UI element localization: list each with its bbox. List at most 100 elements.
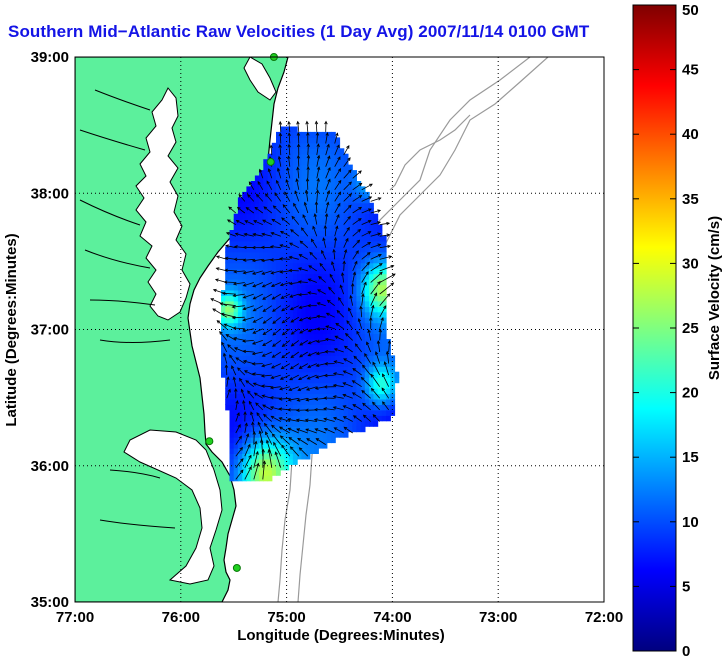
velocity-cell	[360, 371, 366, 378]
velocity-cell	[237, 426, 243, 433]
velocity-cell	[369, 219, 374, 226]
velocity-cell	[246, 284, 252, 291]
velocity-cell	[326, 328, 332, 335]
velocity-arrow	[234, 270, 245, 273]
velocity-arrow-head	[251, 258, 256, 263]
velocity-arrow-head	[327, 178, 331, 183]
velocity-cell	[377, 404, 383, 411]
velocity-arrow-head	[236, 206, 241, 211]
velocity-cell	[242, 213, 247, 220]
velocity-cell	[297, 349, 302, 356]
velocity-arrow-head	[279, 270, 284, 274]
velocity-cell	[301, 399, 307, 405]
velocity-cell	[369, 377, 374, 384]
velocity-cell	[390, 377, 396, 384]
velocity-arrow	[352, 392, 362, 399]
velocity-cell	[352, 333, 357, 340]
velocity-cell	[352, 224, 357, 231]
velocity-cell	[229, 344, 235, 351]
velocity-cell	[348, 399, 353, 405]
velocity-arrow-head	[227, 388, 231, 393]
velocity-cell	[246, 426, 252, 433]
velocity-arrow-head	[390, 265, 395, 269]
velocity-arrow	[305, 419, 317, 422]
velocity-cell	[339, 284, 345, 291]
velocity-cell	[314, 268, 319, 275]
velocity-cell	[233, 415, 239, 422]
velocity-arrow	[289, 242, 299, 249]
velocity-arrow-head	[262, 308, 267, 312]
velocity-cell	[318, 409, 324, 416]
velocity-cell	[221, 355, 226, 362]
velocity-arrow-head	[289, 306, 294, 311]
velocity-arrow	[235, 233, 245, 237]
velocity-arrow-head	[278, 417, 283, 421]
velocity-arrow-head	[231, 365, 235, 369]
velocity-arrow	[343, 205, 352, 214]
velocity-cell	[343, 235, 349, 242]
velocity-arrow-head	[252, 284, 257, 288]
velocity-cell	[318, 279, 324, 286]
velocity-arrow	[270, 406, 281, 411]
velocity-cell	[259, 284, 264, 291]
velocity-cell	[377, 262, 383, 269]
velocity-cell	[364, 191, 370, 198]
velocity-cell	[360, 279, 366, 286]
velocity-cell	[314, 399, 319, 405]
velocity-cell	[377, 235, 383, 242]
colorbar-tick-label: 40	[682, 126, 699, 143]
velocity-cell	[284, 208, 290, 215]
velocity-cell	[322, 442, 328, 449]
velocity-cell	[280, 333, 286, 340]
velocity-cell	[381, 404, 387, 411]
velocity-arrow-head	[298, 305, 303, 309]
velocity-arrow-head	[271, 296, 276, 300]
velocity-cell	[331, 349, 336, 356]
velocity-cell	[259, 458, 264, 465]
velocity-cell	[250, 224, 256, 231]
velocity-cell	[331, 235, 336, 242]
velocity-cell	[225, 388, 230, 395]
velocity-cell	[369, 360, 374, 367]
velocity-cell	[373, 300, 379, 307]
velocity-cell	[250, 349, 256, 356]
velocity-arrow-head	[258, 168, 263, 173]
velocity-cell	[318, 235, 324, 242]
velocity-arrow	[379, 305, 387, 318]
velocity-arrow-head	[361, 293, 365, 298]
velocity-arrow	[316, 155, 320, 167]
velocity-cell	[343, 388, 349, 395]
velocity-arrow-head	[296, 154, 301, 159]
velocity-arrow	[280, 231, 290, 237]
velocity-arrow-head	[215, 255, 220, 259]
velocity-cell	[369, 246, 374, 253]
velocity-cell	[377, 300, 383, 307]
velocity-arrow	[315, 397, 326, 400]
velocity-cell	[263, 333, 269, 340]
velocity-cell	[301, 202, 307, 209]
velocity-cell	[297, 311, 302, 318]
velocity-cell	[271, 197, 277, 204]
velocity-cell	[242, 442, 247, 449]
velocity-cell	[288, 409, 294, 416]
x-tick-label: 74:00	[373, 609, 411, 626]
velocity-cell	[271, 360, 277, 367]
velocity-arrow	[361, 390, 371, 399]
velocity-cell	[364, 393, 370, 400]
velocity-arrow	[233, 282, 245, 285]
velocity-arrow	[235, 447, 243, 457]
velocity-cell	[263, 175, 269, 182]
velocity-arrow-head	[353, 355, 358, 360]
chart-title: Southern Mid−Atlantic Raw Velocities (1 …	[8, 22, 590, 41]
velocity-cell	[390, 404, 396, 411]
velocity-cell	[377, 257, 383, 264]
velocity-arrow	[280, 282, 290, 286]
velocity-cell	[318, 251, 324, 258]
velocity-cell	[280, 404, 286, 411]
velocity-cell	[263, 437, 269, 444]
velocity-cell	[246, 235, 252, 242]
velocity-cell	[352, 322, 357, 329]
velocity-arrow	[254, 207, 264, 214]
velocity-cell	[386, 360, 391, 367]
velocity-cell	[343, 431, 349, 438]
